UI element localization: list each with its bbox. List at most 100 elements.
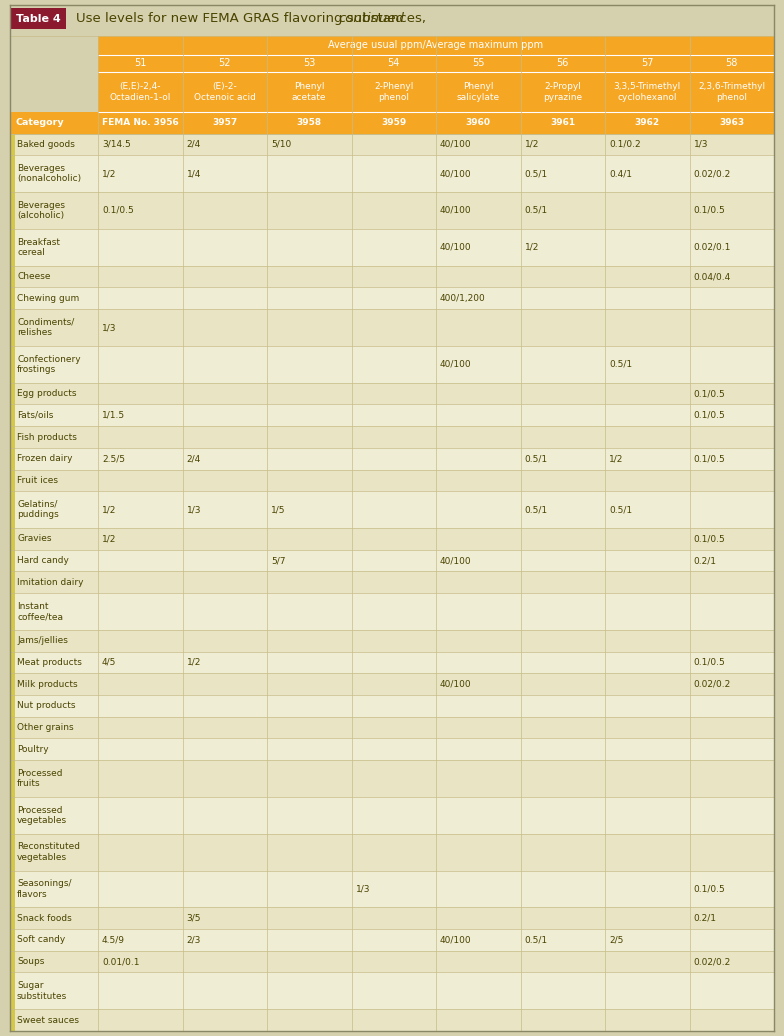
Text: 57: 57 xyxy=(641,58,654,68)
Text: (E)-2-
Octenoic acid: (E)-2- Octenoic acid xyxy=(194,82,256,102)
Text: 55: 55 xyxy=(472,58,485,68)
Text: 0.02/0.2: 0.02/0.2 xyxy=(694,169,731,178)
Bar xyxy=(10,469,14,491)
Text: 40/100: 40/100 xyxy=(440,936,472,945)
Bar xyxy=(10,593,14,630)
Text: 1/4: 1/4 xyxy=(187,169,201,178)
Text: 0.1/0.5: 0.1/0.5 xyxy=(694,454,725,463)
Bar xyxy=(10,630,14,652)
Text: 3961: 3961 xyxy=(550,118,575,127)
Text: 0.02/0.1: 0.02/0.1 xyxy=(694,242,731,252)
Text: continued: continued xyxy=(338,12,404,25)
Bar xyxy=(10,491,774,528)
Text: 3/14.5: 3/14.5 xyxy=(102,140,131,149)
Text: 40/100: 40/100 xyxy=(440,140,472,149)
Text: Gelatins/
puddings: Gelatins/ puddings xyxy=(17,500,59,519)
Text: 2-Propyl
pyrazine: 2-Propyl pyrazine xyxy=(543,82,583,102)
Bar xyxy=(10,870,774,908)
Bar xyxy=(10,287,14,309)
Text: 1/2: 1/2 xyxy=(102,506,116,514)
Text: 0.5/1: 0.5/1 xyxy=(609,506,632,514)
Text: 3957: 3957 xyxy=(212,118,238,127)
Text: 40/100: 40/100 xyxy=(440,680,472,689)
Text: 5/10: 5/10 xyxy=(271,140,291,149)
Text: 0.1/0.5: 0.1/0.5 xyxy=(102,206,134,214)
Text: Condiments/
relishes: Condiments/ relishes xyxy=(17,318,74,338)
Text: Imitation dairy: Imitation dairy xyxy=(17,578,84,586)
Bar xyxy=(10,695,774,717)
Text: Egg products: Egg products xyxy=(17,390,77,398)
Text: Processed
vegetables: Processed vegetables xyxy=(17,806,67,825)
Text: 3958: 3958 xyxy=(296,118,321,127)
Bar xyxy=(10,630,774,652)
Bar xyxy=(10,973,14,1009)
Bar xyxy=(10,309,774,346)
Text: 5/7: 5/7 xyxy=(271,556,285,565)
Text: 1/2: 1/2 xyxy=(102,535,116,544)
Text: 0.4/1: 0.4/1 xyxy=(609,169,632,178)
Bar xyxy=(10,229,774,266)
Text: 0.2/1: 0.2/1 xyxy=(694,914,717,923)
Text: Cheese: Cheese xyxy=(17,272,50,281)
Bar xyxy=(10,404,14,426)
Text: 2.5/5: 2.5/5 xyxy=(102,454,125,463)
Text: 2/5: 2/5 xyxy=(609,936,623,945)
Bar xyxy=(10,55,774,71)
Text: 1/3: 1/3 xyxy=(694,140,708,149)
Text: 40/100: 40/100 xyxy=(440,359,472,369)
Bar xyxy=(10,36,774,55)
Text: Baked goods: Baked goods xyxy=(17,140,75,149)
Text: 0.1/0.5: 0.1/0.5 xyxy=(694,535,725,544)
Bar xyxy=(10,870,14,908)
Text: Soups: Soups xyxy=(17,957,45,967)
Bar xyxy=(10,1009,14,1031)
Text: Meat products: Meat products xyxy=(17,658,82,667)
Bar xyxy=(10,134,774,155)
Text: 0.1/0.5: 0.1/0.5 xyxy=(694,390,725,398)
Text: Average usual ppm/Average maximum ppm: Average usual ppm/Average maximum ppm xyxy=(328,40,543,51)
Text: 56: 56 xyxy=(557,58,569,68)
Text: Processed
fruits: Processed fruits xyxy=(17,769,63,788)
Text: 0.5/1: 0.5/1 xyxy=(524,169,548,178)
Bar xyxy=(10,383,14,404)
Text: 51: 51 xyxy=(134,58,147,68)
Bar xyxy=(10,593,774,630)
Bar xyxy=(10,739,774,760)
Bar xyxy=(10,973,774,1009)
Text: 3962: 3962 xyxy=(635,118,660,127)
Bar xyxy=(10,528,14,550)
Bar xyxy=(10,448,14,469)
Text: Category: Category xyxy=(16,118,64,127)
Text: 3,3,5-Trimethyl
cyclohexanol: 3,3,5-Trimethyl cyclohexanol xyxy=(614,82,681,102)
Bar xyxy=(10,309,14,346)
Bar xyxy=(10,71,774,112)
Bar xyxy=(10,739,14,760)
Bar xyxy=(10,448,774,469)
Bar xyxy=(10,652,14,673)
Text: Nut products: Nut products xyxy=(17,701,75,711)
Text: 40/100: 40/100 xyxy=(440,556,472,565)
Text: Beverages
(alcoholic): Beverages (alcoholic) xyxy=(17,201,65,221)
Text: 3959: 3959 xyxy=(381,118,406,127)
Text: 1/2: 1/2 xyxy=(524,242,539,252)
Text: 1/5: 1/5 xyxy=(271,506,285,514)
Text: 4.5/9: 4.5/9 xyxy=(102,936,125,945)
Text: 0.1/0.5: 0.1/0.5 xyxy=(694,206,725,214)
Text: FEMA No. 3956: FEMA No. 3956 xyxy=(102,118,179,127)
Text: Milk products: Milk products xyxy=(17,680,78,689)
Text: 58: 58 xyxy=(725,58,738,68)
Bar xyxy=(10,908,774,929)
Bar xyxy=(10,5,774,32)
Bar xyxy=(98,55,774,71)
Bar xyxy=(10,797,14,834)
Bar xyxy=(10,426,774,448)
Text: 2/4: 2/4 xyxy=(187,140,201,149)
Text: 1/2: 1/2 xyxy=(524,140,539,149)
Text: 40/100: 40/100 xyxy=(440,169,472,178)
Text: 0.01/0.1: 0.01/0.1 xyxy=(102,957,140,967)
Text: 2/4: 2/4 xyxy=(187,454,201,463)
Bar xyxy=(10,951,774,973)
Bar xyxy=(10,929,774,951)
Text: 0.1/0.5: 0.1/0.5 xyxy=(694,885,725,893)
Bar xyxy=(10,346,774,383)
